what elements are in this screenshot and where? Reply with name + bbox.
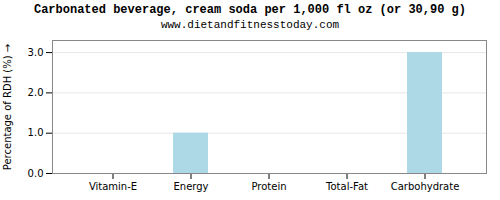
svg-text:Total-Fat: Total-Fat xyxy=(325,181,368,192)
svg-text:Protein: Protein xyxy=(251,181,286,192)
svg-text:3.0: 3.0 xyxy=(28,47,44,58)
html-text:Carbonated beverage, cream sod: Carbonated beverage, cream soda per 1,00… xyxy=(34,3,466,17)
svg-text:Energy: Energy xyxy=(173,181,208,192)
svg-text:Percentage of RDH (%) →: Percentage of RDH (%) → xyxy=(2,44,13,170)
svg-text:Vitamin-E: Vitamin-E xyxy=(89,181,137,192)
svg-text:1.0: 1.0 xyxy=(28,127,44,138)
svg-text:0.0: 0.0 xyxy=(28,168,44,179)
svg-text:2.0: 2.0 xyxy=(28,87,44,98)
html-text:www.dietandfitnesstoday.com: www.dietandfitnesstoday.com xyxy=(160,19,340,31)
svg-text:Carbohydrate: Carbohydrate xyxy=(391,181,460,192)
